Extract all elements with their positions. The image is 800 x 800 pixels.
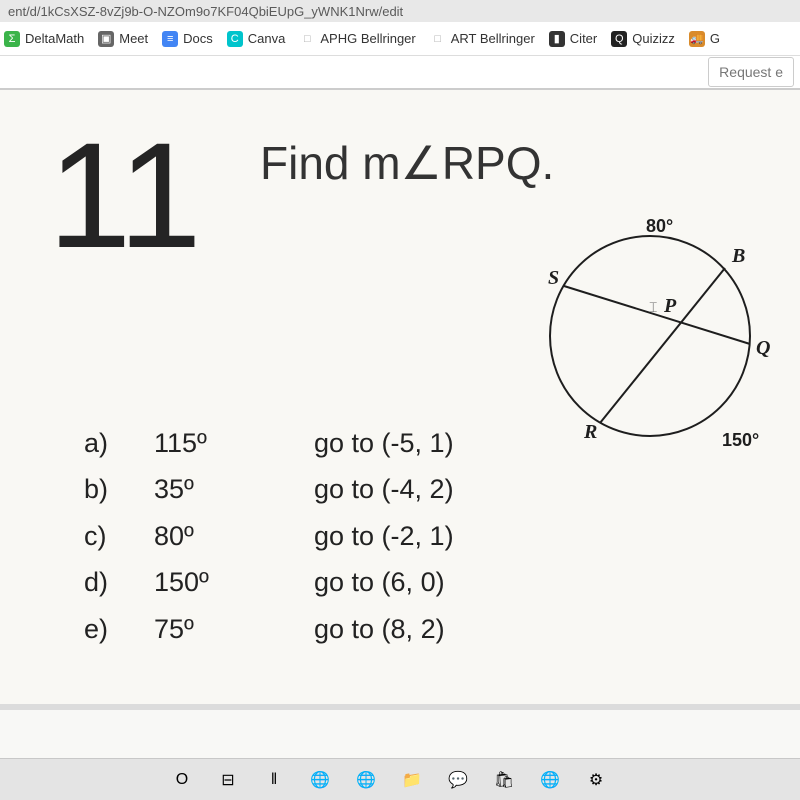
request-edit-button[interactable]: Request e	[708, 57, 794, 87]
bookmark-icon: ≡	[162, 31, 178, 47]
text-cursor-icon: ⌶	[649, 299, 657, 315]
label-s: S	[548, 267, 559, 289]
answer-goto: go to (-5, 1)	[314, 420, 454, 466]
bookmark-label: Citer	[570, 31, 597, 46]
bookmark-item[interactable]: Q Quizizz	[611, 31, 675, 47]
answer-option: d)	[84, 559, 154, 605]
taskbar-icon[interactable]: O	[170, 768, 194, 792]
question-number: 11	[48, 120, 200, 270]
chord-br	[600, 268, 725, 423]
answer-row: e)75ºgo to (8, 2)	[84, 606, 454, 652]
answer-option: c)	[84, 513, 154, 559]
answer-list: a)115ºgo to (-5, 1)b)35ºgo to (-4, 2)c)8…	[84, 420, 454, 652]
bookmark-icon: Σ	[4, 31, 20, 47]
answer-row: a)115ºgo to (-5, 1)	[84, 420, 454, 466]
arc-sb-label: 80°	[646, 216, 673, 236]
question-prompt: Find m∠RPQ.	[260, 136, 554, 190]
bookmark-item[interactable]: □ APHG Bellringer	[299, 31, 415, 47]
bookmark-icon: □	[299, 31, 315, 47]
taskbar-icon[interactable]: 🌐	[308, 768, 332, 792]
circle-shape	[550, 236, 750, 436]
label-p: P	[663, 295, 677, 317]
bookmark-icon: □	[430, 31, 446, 47]
url-fragment: ent/d/1kCsXSZ-8vZj9b-O-NZOm9o7KF04QbiEUp…	[0, 0, 800, 22]
answer-goto: go to (-4, 2)	[314, 466, 454, 512]
bookmarks-bar: Σ DeltaMath ▣ Meet ≡ Docs C Canva □ APHG Bellring…	[0, 22, 800, 56]
taskbar-icon[interactable]: 💬	[446, 768, 470, 792]
answer-option: a)	[84, 420, 154, 466]
answer-value: 115º	[154, 420, 314, 466]
bookmark-label: Quizizz	[632, 31, 675, 46]
answer-goto: go to (6, 0)	[314, 559, 445, 605]
arc-rq-label: 150°	[722, 430, 759, 450]
bookmark-label: Meet	[119, 31, 148, 46]
answer-value: 150º	[154, 559, 314, 605]
bookmark-icon: ▣	[98, 31, 114, 47]
taskbar-icon[interactable]: ‖	[262, 768, 286, 792]
taskbar-icon[interactable]: ⊟	[216, 768, 240, 792]
bookmark-item[interactable]: C Canva	[227, 31, 286, 47]
slide-area: 11 Find m∠RPQ. S B Q R P ⌶ 80° 150° a)11…	[0, 90, 800, 710]
bookmark-item[interactable]: □ ART Bellringer	[430, 31, 535, 47]
bookmark-icon: 🚚	[689, 31, 705, 47]
bookmark-label: APHG Bellringer	[320, 31, 415, 46]
taskbar-icon[interactable]: 🌐	[354, 768, 378, 792]
taskbar-icon[interactable]: 📁	[400, 768, 424, 792]
taskbar-icon[interactable]: 🌐	[538, 768, 562, 792]
chord-sq	[564, 286, 750, 344]
taskbar-icon[interactable]: 🛍	[492, 768, 516, 792]
answer-option: b)	[84, 466, 154, 512]
bookmark-item[interactable]: Σ DeltaMath	[4, 31, 84, 47]
bookmark-icon: C	[227, 31, 243, 47]
answer-value: 80º	[154, 513, 314, 559]
answer-row: b)35ºgo to (-4, 2)	[84, 466, 454, 512]
answer-goto: go to (-2, 1)	[314, 513, 454, 559]
answer-row: c)80ºgo to (-2, 1)	[84, 513, 454, 559]
bookmark-label: Canva	[248, 31, 286, 46]
answer-value: 75º	[154, 606, 314, 652]
answer-goto: go to (8, 2)	[314, 606, 445, 652]
answer-row: d)150ºgo to (6, 0)	[84, 559, 454, 605]
answer-option: e)	[84, 606, 154, 652]
bookmark-label: G	[710, 31, 720, 46]
bookmark-icon: ▮	[549, 31, 565, 47]
label-r: R	[583, 421, 597, 443]
bookmark-item[interactable]: ▮ Citer	[549, 31, 597, 47]
bookmark-label: Docs	[183, 31, 213, 46]
bookmark-item[interactable]: ≡ Docs	[162, 31, 213, 47]
label-b: B	[731, 245, 745, 267]
taskbar: O ⊟ ‖ 🌐 🌐 📁 💬 🛍 🌐 ⚙	[0, 758, 800, 800]
tool-strip: Request e	[0, 56, 800, 90]
bookmark-icon: Q	[611, 31, 627, 47]
bookmark-label: DeltaMath	[25, 31, 84, 46]
bookmark-item[interactable]: 🚚G	[689, 31, 720, 47]
bookmark-label: ART Bellringer	[451, 31, 535, 46]
circle-diagram: S B Q R P ⌶ 80° 150°	[540, 206, 780, 471]
label-q: Q	[756, 337, 770, 359]
answer-value: 35º	[154, 466, 314, 512]
bookmark-item[interactable]: ▣ Meet	[98, 31, 148, 47]
taskbar-icon[interactable]: ⚙	[584, 768, 608, 792]
